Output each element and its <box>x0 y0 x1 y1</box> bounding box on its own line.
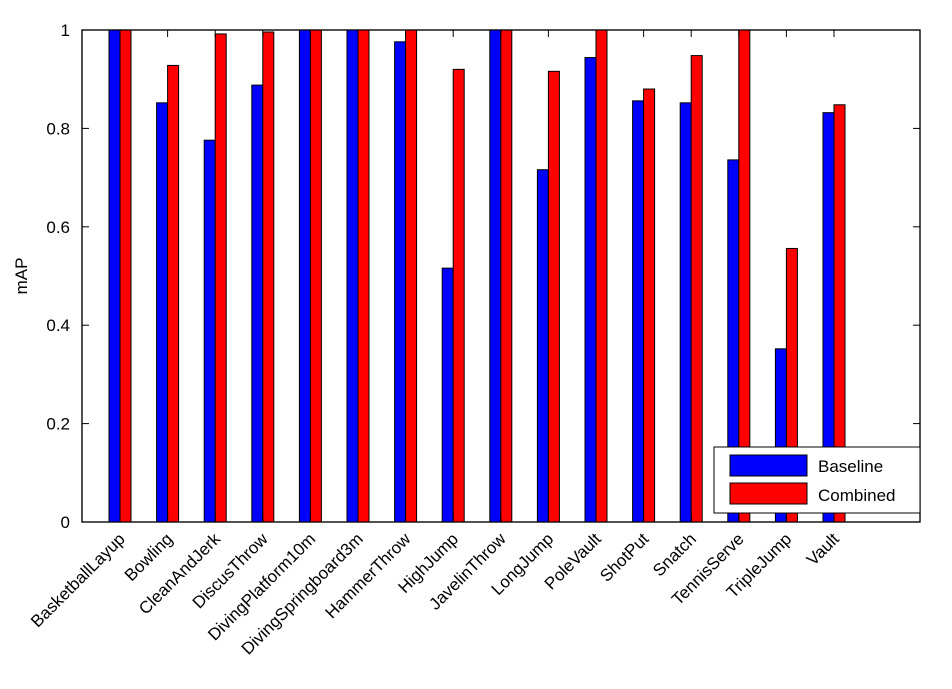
bar-combined-snatch <box>690 55 703 523</box>
bar-baseline-shotput <box>632 100 645 523</box>
bar-combined-cleanandjerk <box>214 33 227 523</box>
legend-swatch-baseline <box>729 454 808 477</box>
bar-combined-divingspringboard3m <box>357 29 370 523</box>
bar-baseline-longjump <box>536 169 549 523</box>
bar-baseline-javelinthrow <box>489 29 502 523</box>
bar-combined-longjump <box>547 70 560 523</box>
bar-baseline-bowling <box>156 102 169 523</box>
bar-combined-bowling <box>167 64 180 523</box>
bar-combined-highjump <box>452 68 465 523</box>
bar-baseline-basketballlayup <box>108 29 121 523</box>
y-tick-label: 1 <box>61 21 70 40</box>
y-tick-label: 0.4 <box>46 316 70 335</box>
y-axis-ticks: 0 0.2 0.4 0.6 0.8 1 <box>46 21 920 532</box>
bar-baseline-divingspringboard3m <box>346 29 359 523</box>
x-tick-label-basketballlayup: BasketballLayup <box>27 529 129 631</box>
bar-combined-shotput <box>643 88 656 523</box>
y-axis-title: mAP <box>12 258 31 295</box>
bars-layer <box>108 29 846 523</box>
bar-combined-divingplatform10m <box>309 29 322 523</box>
y-tick-label: 0.8 <box>46 119 70 138</box>
bar-baseline-highjump <box>441 267 454 523</box>
legend-label-baseline: Baseline <box>818 457 883 476</box>
legend-swatch-combined <box>729 482 808 505</box>
bar-baseline-cleanandjerk <box>203 139 216 523</box>
y-tick-label: 0 <box>61 513 70 532</box>
y-tick-label: 0.2 <box>46 415 70 434</box>
bar-baseline-discusthrow <box>251 84 264 523</box>
bar-combined-javelinthrow <box>500 29 513 523</box>
bar-baseline-polevault <box>584 57 597 523</box>
legend-label-combined: Combined <box>818 486 896 505</box>
x-tick-label-hammerthrow: HammerThrow <box>322 529 415 622</box>
legend: Baseline Combined <box>713 446 921 514</box>
x-tick-label-vault: Vault <box>803 529 843 569</box>
bar-baseline-snatch <box>679 102 692 523</box>
bar-baseline-hammerthrow <box>394 41 407 523</box>
bar-combined-polevault <box>595 29 608 523</box>
x-tick-label-cleanandjerk: CleanAndJerk <box>135 529 224 618</box>
bar-combined-hammerthrow <box>405 29 418 523</box>
y-tick-label: 0.6 <box>46 218 70 237</box>
bar-combined-basketballlayup <box>119 29 132 523</box>
bar-baseline-divingplatform10m <box>298 29 311 523</box>
bar-combined-discusthrow <box>262 31 275 523</box>
x-tick-label-shotput: ShotPut <box>596 529 652 585</box>
